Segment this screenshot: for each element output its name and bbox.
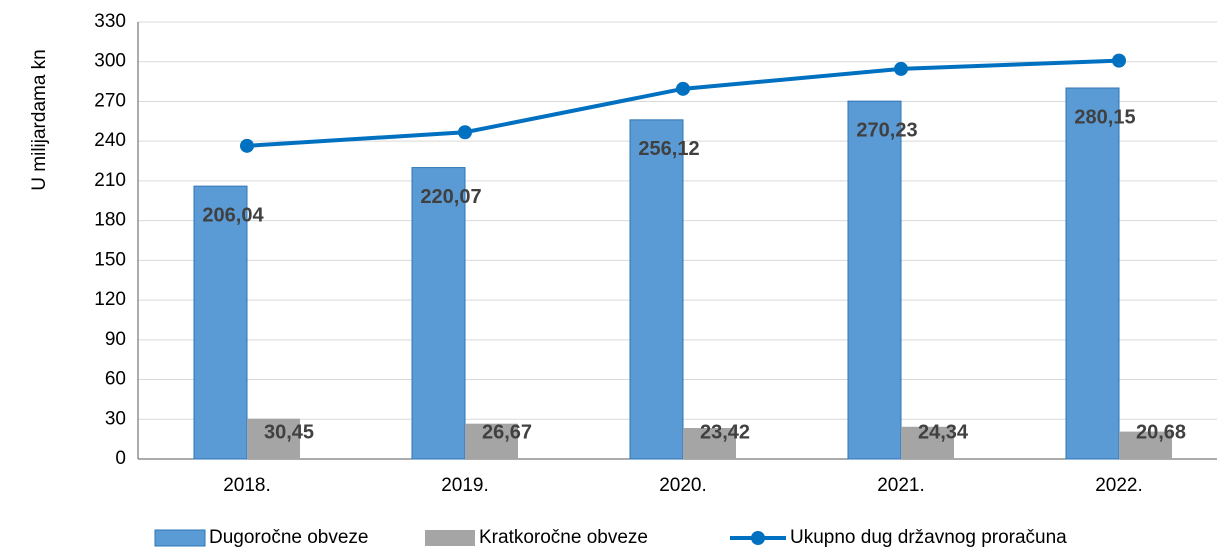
bar [193, 185, 248, 460]
marker [240, 138, 254, 153]
y-tick-label: 150 [94, 249, 126, 270]
y-tick-label: 0 [115, 448, 126, 469]
value-label: 270,23 [856, 119, 917, 141]
bar [683, 427, 736, 459]
bar [247, 418, 300, 459]
y-tick-label: 180 [94, 210, 126, 231]
value-label: 20,68 [1136, 421, 1186, 443]
bar [847, 100, 902, 460]
legend-marker [751, 531, 765, 545]
x-tick-label: 2022. [1095, 475, 1143, 496]
y-tick-label: 270 [94, 90, 126, 111]
legend-label: Kratkoročne obveze [479, 527, 648, 547]
value-label: 220,07 [420, 186, 481, 208]
marker [676, 81, 690, 96]
legend-label: Ukupno dug državnog proračuna [790, 527, 1067, 547]
y-tick-label: 240 [94, 130, 126, 151]
y-tick-label: 330 [94, 11, 126, 32]
x-tick-label: 2021. [877, 475, 925, 496]
value-label: 23,42 [700, 421, 750, 443]
y-axis-title: U milijardama kn [29, 49, 50, 190]
value-label: 24,34 [918, 421, 969, 443]
y-tick-label: 90 [105, 329, 126, 350]
x-tick-label: 2020. [659, 475, 707, 496]
x-tick-label: 2018. [223, 475, 271, 496]
value-label: 206,04 [202, 204, 264, 226]
bar [901, 426, 954, 459]
value-label: 280,15 [1074, 106, 1135, 128]
marker [1112, 53, 1126, 68]
bar [411, 167, 466, 460]
bar [629, 119, 684, 460]
bar [465, 423, 518, 459]
value-label: 26,67 [482, 421, 532, 443]
bar [1065, 87, 1120, 460]
legend-swatch [425, 530, 475, 546]
y-tick-label: 120 [94, 289, 126, 310]
value-label: 256,12 [638, 138, 699, 160]
marker [458, 125, 472, 140]
y-tick-label: 300 [94, 51, 126, 72]
legend-swatch [154, 529, 206, 547]
y-tick-label: 60 [105, 369, 126, 390]
bar [1119, 431, 1172, 459]
y-tick-label: 30 [105, 408, 126, 429]
x-tick-label: 2019. [441, 475, 489, 496]
marker [894, 61, 908, 76]
legend-label: Dugoročne obveze [209, 527, 369, 547]
value-label: 30,45 [264, 421, 314, 443]
y-tick-label: 210 [94, 170, 126, 191]
